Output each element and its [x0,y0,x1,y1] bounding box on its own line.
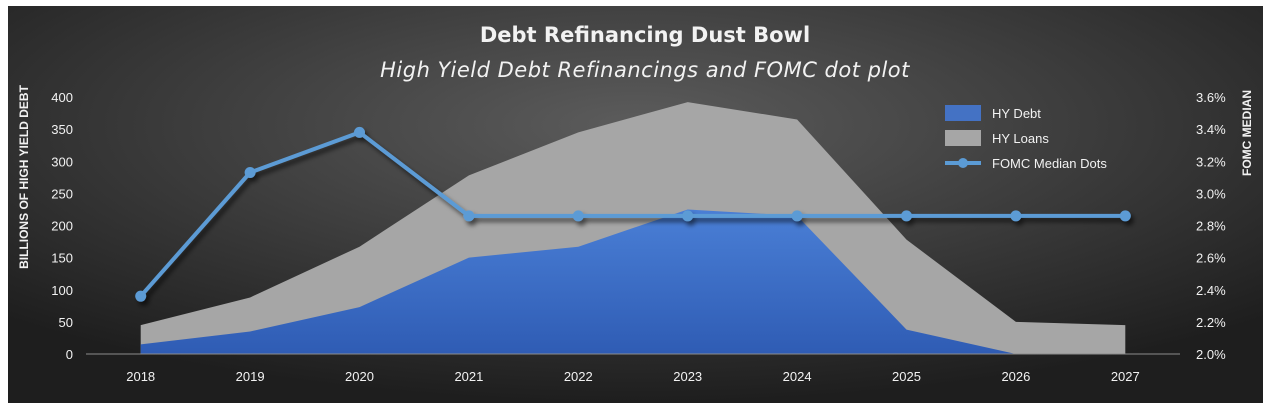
x-tick-label: 2022 [564,369,593,384]
series-hy-debt-area [140,209,1126,354]
fomc-point [682,210,694,222]
y2-tick-label: 3.4% [1196,122,1226,137]
y-tick-label: 150 [51,251,73,266]
x-tick-label: 2021 [454,369,483,384]
legend-swatch-hy-loans [945,130,981,146]
legend-label-hy-loans: HY Loans [992,131,1049,146]
x-tick-label: 2023 [673,369,702,384]
y-axis-ticks: 0 50 100 150 200 250 300 350 400 [51,90,73,362]
chart-subtitle: High Yield Debt Refinancings and FOMC do… [380,58,910,82]
x-tick-label: 2019 [236,369,265,384]
fomc-point [791,210,803,222]
fomc-point [354,126,365,138]
legend-swatch-hy-debt [945,105,981,121]
fomc-point [572,210,584,222]
y-tick-label: 100 [51,283,73,298]
y-tick-label: 250 [51,186,73,201]
x-tick-label: 2020 [345,369,374,384]
fomc-point [901,210,912,222]
y2-tick-label: 2.2% [1196,315,1226,330]
x-tick-label: 2018 [126,369,155,384]
x-tick-label: 2027 [1111,369,1140,384]
legend-label-hy-debt: HY Debt [992,106,1041,121]
y-tick-label: 300 [51,154,73,169]
y-tick-label: 0 [66,347,73,362]
series-fomc-line [139,130,1126,298]
y2-tick-label: 3.6% [1196,90,1226,105]
y2-tick-label: 2.0% [1196,347,1226,362]
fomc-point [463,210,475,222]
y-tick-label: 400 [51,90,73,105]
series-fomc-group [135,126,1131,302]
legend: HY Debt HY Loans FOMC Median Dots [945,105,1107,171]
legend-swatch-fomc-marker [958,158,968,168]
fomc-point [244,166,256,178]
legend-label-fomc: FOMC Median Dots [992,156,1107,171]
y-axis-label: BILLIONS OF HIGH YIELD DEBT [17,84,31,268]
y2-tick-label: 3.0% [1196,186,1226,201]
y2-axis-label: FOMC MEDIAN [1240,90,1254,176]
y2-axis-ticks: 2.0% 2.2% 2.4% 2.6% 2.8% 3.0% 3.2% 3.4% 3.6% [1196,90,1226,362]
x-tick-label: 2024 [783,369,812,384]
fomc-point [1010,210,1022,222]
y-tick-label: 50 [59,315,73,330]
y2-tick-label: 2.4% [1196,283,1226,298]
y-tick-label: 200 [51,219,73,234]
chart-title: Debt Refinancing Dust Bowl [480,23,810,47]
x-axis-ticks: 2018 2019 2020 2021 2022 2023 2024 2025 2026 2027 [126,369,1140,384]
y2-tick-label: 2.8% [1196,219,1226,234]
y2-tick-label: 2.6% [1196,251,1226,266]
series-fomc-markers [135,126,1131,302]
x-tick-label: 2026 [1001,369,1030,384]
y-tick-label: 350 [51,122,73,137]
x-tick-label: 2025 [892,369,921,384]
y2-tick-label: 3.2% [1196,154,1226,169]
fomc-point [1119,210,1131,222]
fomc-point [135,290,147,302]
